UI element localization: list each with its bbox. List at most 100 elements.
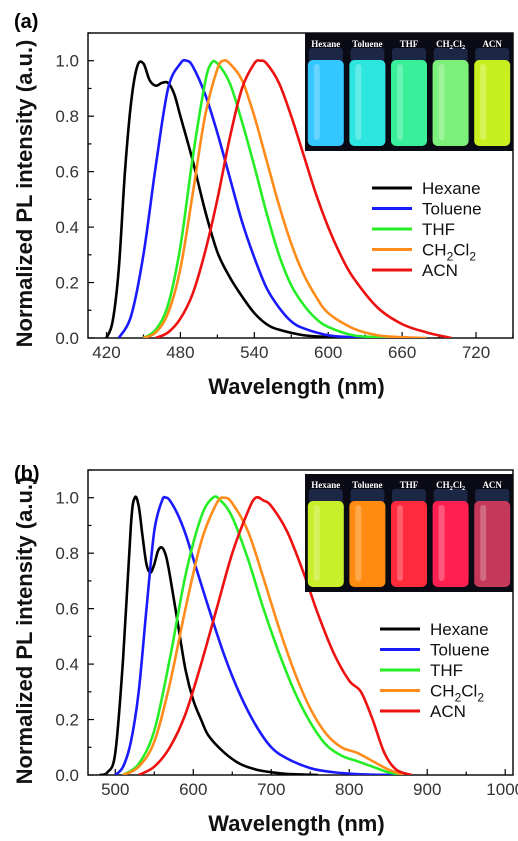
vial-cap (433, 489, 468, 503)
y-tick-label: 0.4 (55, 655, 79, 674)
panel-label: (b) (14, 463, 40, 485)
vial-body (391, 501, 427, 587)
vial-label: THF (400, 39, 419, 49)
x-tick-label: 600 (314, 343, 342, 362)
vial-label: ACN (482, 39, 502, 49)
x-tick-label: 600 (179, 780, 207, 799)
series-line-chcl (122, 496, 405, 775)
vial-label-sub: 2 (462, 44, 465, 51)
vial-label-part: Cl (453, 480, 462, 490)
vial-cap (392, 489, 426, 503)
vial-highlight (313, 64, 320, 140)
vial-body (432, 60, 469, 146)
y-tick-label: 0.6 (55, 600, 79, 619)
x-tick-label: 800 (335, 780, 363, 799)
legend-label: Hexane (422, 179, 481, 198)
legend-label: THF (430, 661, 463, 680)
vial-cap (350, 489, 385, 503)
series-line-toluene (117, 58, 403, 338)
vial-cap (308, 489, 343, 503)
legend-subscript: 2 (455, 691, 462, 705)
legend-subscript: 2 (447, 250, 454, 264)
y-tick-label: 1.0 (55, 489, 79, 508)
series-line-hexane (105, 60, 378, 338)
vial-label-part: CH (436, 39, 450, 49)
panel-label: (a) (14, 11, 38, 33)
inset-photo: Hexane Toluene THF CH2Cl2 ACN (305, 33, 513, 151)
y-tick-label: 0.6 (55, 163, 79, 182)
vial-label: CH2Cl2 (436, 480, 465, 492)
y-tick-label: 0.2 (55, 711, 79, 730)
vial-highlight (480, 64, 487, 140)
vial-label: ACN (482, 480, 502, 490)
vial-highlight (355, 64, 362, 140)
legend-label: Hexane (430, 620, 489, 639)
legend-text-part: CH (430, 682, 455, 701)
legend-subscript: 2 (469, 250, 476, 264)
vial-body (307, 501, 344, 587)
x-axis-title: Wavelength (nm) (208, 811, 384, 836)
vial-highlight (355, 505, 362, 581)
series-line-acn (138, 495, 413, 775)
plot-frame (87, 32, 514, 339)
y-tick-label: 0.0 (55, 329, 79, 348)
vial-label: Toluene (352, 39, 382, 49)
legend-text-part: CH (422, 241, 447, 260)
vial-label-sub: 2 (450, 485, 453, 492)
vial-highlight (397, 64, 403, 140)
series-line-thf (122, 495, 405, 775)
vial-cap (392, 48, 426, 62)
vial-highlight (397, 505, 403, 581)
x-tick-label: 900 (413, 780, 441, 799)
x-axis-title: Wavelength (nm) (208, 374, 384, 399)
vial-cap (433, 48, 468, 62)
vial-highlight (438, 505, 445, 581)
legend-subscript: 2 (477, 691, 484, 705)
vial-label: Toluene (352, 480, 382, 490)
legend-label: Toluene (422, 200, 482, 219)
x-tick-label: 480 (166, 343, 194, 362)
legend-text-part: Cl (461, 682, 477, 701)
y-tick-label: 0.8 (55, 544, 79, 563)
vial-cap (475, 489, 510, 503)
vial-label: Hexane (311, 480, 340, 490)
x-tick-label: 420 (92, 343, 120, 362)
vial-body (349, 501, 386, 587)
x-tick-label: 660 (388, 343, 416, 362)
vial-body (432, 501, 469, 587)
inset-photo: Hexane Toluene THF CH2Cl2 ACN (305, 474, 513, 592)
vial-body (391, 60, 427, 146)
y-tick-label: 0.2 (55, 274, 79, 293)
vial-cap (308, 48, 343, 62)
x-tick-label: 720 (462, 343, 490, 362)
y-axis-title: Normalized PL intensity (a.u.) (12, 477, 37, 785)
legend-label: CH2Cl2 (422, 241, 476, 264)
x-tick-label: 500 (101, 780, 129, 799)
legend-label: CH2Cl2 (430, 682, 484, 705)
vial-label: THF (400, 480, 419, 490)
vial-body (307, 60, 344, 146)
vial-body (349, 60, 386, 146)
vial-label-part: Cl (453, 39, 462, 49)
x-tick-label: 700 (257, 780, 285, 799)
y-tick-label: 0.0 (55, 766, 79, 785)
legend-label: Toluene (430, 641, 490, 660)
vial-label-sub: 2 (450, 44, 453, 51)
vial-cap (475, 48, 510, 62)
vial-label-part: CH (436, 480, 450, 490)
chart-panel-a: (a) 420 480 540 600 660 720 0.0 0.2 0.4 0.6 0.8 1.0 W… (12, 11, 514, 399)
series-line-acn (155, 59, 452, 338)
vial-label: Hexane (311, 39, 340, 49)
vial-label-sub: 2 (462, 485, 465, 492)
vial-body (474, 501, 511, 587)
vial-highlight (480, 505, 487, 581)
series-line-toluene (114, 495, 397, 775)
series-line-chcl (142, 59, 427, 338)
vial-cap (350, 48, 385, 62)
y-axis-title: Normalized PL intensity (a.u.) (12, 40, 37, 348)
vial-highlight (313, 505, 320, 581)
